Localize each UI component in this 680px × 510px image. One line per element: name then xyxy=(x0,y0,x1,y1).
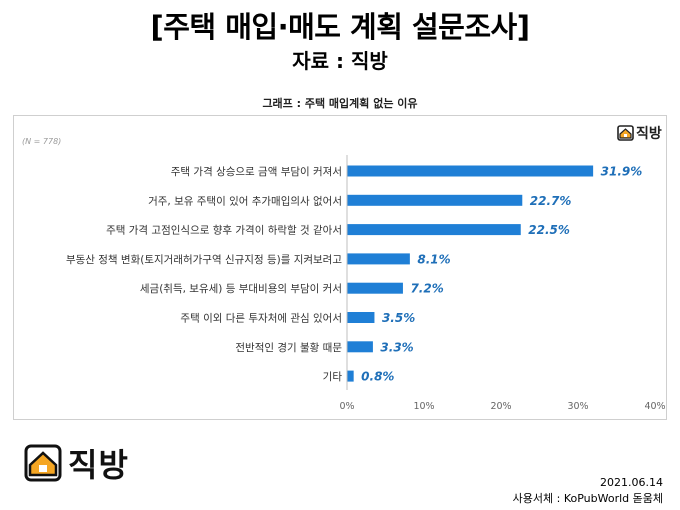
publish-date: 2021.06.14 xyxy=(600,476,663,489)
x-tick-label: 0% xyxy=(339,401,354,412)
data-label: 7.2% xyxy=(410,282,443,296)
data-label: 22.7% xyxy=(530,194,572,208)
footer-logo-text: 직방 xyxy=(68,446,129,484)
page-title: [주택 매입·매도 계획 설문조사] xyxy=(150,10,530,44)
x-tick-label: 30% xyxy=(567,401,588,412)
chart-title: 그래프 : 주택 매입계획 없는 이유 xyxy=(262,97,418,110)
sample-size-note: (N = 778) xyxy=(22,137,62,146)
category-label: 기타 xyxy=(323,371,343,383)
data-label: 8.1% xyxy=(417,252,450,266)
data-label: 3.5% xyxy=(382,311,415,325)
x-tick-label: 10% xyxy=(413,401,434,412)
house-icon xyxy=(24,444,62,482)
x-tick-label: 40% xyxy=(644,401,665,412)
bar xyxy=(347,165,594,177)
house-icon xyxy=(617,125,634,141)
data-label: 31.9% xyxy=(601,165,643,179)
bar xyxy=(347,282,403,294)
category-label: 거주, 보유 주택이 있어 추가매입의사 없어서 xyxy=(148,194,342,207)
data-label: 22.5% xyxy=(528,223,570,237)
category-label: 주택 가격 상승으로 금액 부담이 커져서 xyxy=(171,165,342,178)
category-label: 세금(취득, 보유세) 등 부대비용의 부담이 커서 xyxy=(140,283,342,295)
bar xyxy=(347,194,523,206)
bar xyxy=(347,341,373,353)
x-tick-label: 20% xyxy=(490,401,511,412)
category-label: 부동산 정책 변화(토지거래허가구역 신규지정 등)를 지켜보려고 xyxy=(66,254,342,266)
category-label: 전반적인 경기 불황 때문 xyxy=(235,341,342,354)
data-label: 3.3% xyxy=(380,340,413,354)
data-label: 0.8% xyxy=(361,370,394,384)
page-subtitle: 자료 : 직방 xyxy=(292,49,388,73)
chart-logo-text: 직방 xyxy=(636,126,662,142)
bar xyxy=(347,253,410,265)
chart-brand-logo: 직방 xyxy=(617,123,662,143)
font-credit: 사용서체 : KoPubWorld 돋움체 xyxy=(512,492,663,505)
category-label: 주택 이외 다른 투자처에 관심 있어서 xyxy=(180,313,342,325)
bar xyxy=(347,370,354,382)
bar-chart: 주택 가격 상승으로 금액 부담이 커져서 31.9% 거주, 보유 주택이 있어 … xyxy=(66,155,666,412)
bar xyxy=(347,224,521,236)
footer-brand-logo: 직방 xyxy=(24,440,129,486)
bar xyxy=(347,312,375,323)
category-label: 주택 가격 고점인식으로 향후 가격이 하락할 것 같아서 xyxy=(106,224,342,237)
